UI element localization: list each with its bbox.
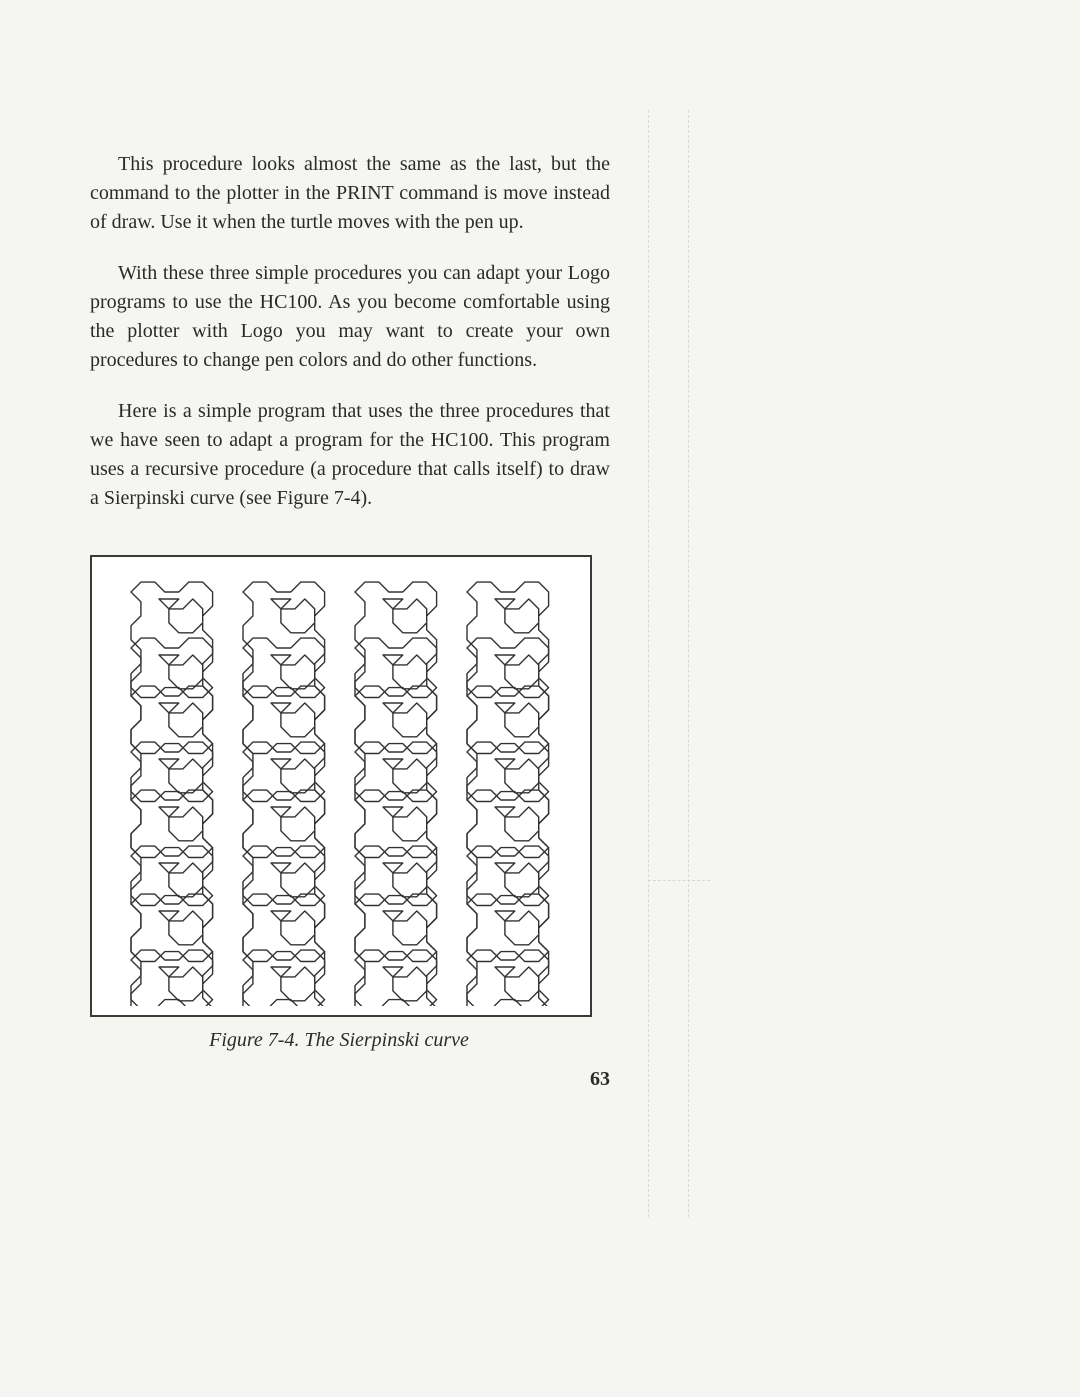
body-paragraph: With these three simple procedures you c… (90, 259, 610, 375)
sierpinski-curve (101, 566, 581, 1006)
figure-frame (90, 555, 592, 1017)
page-number: 63 (0, 1068, 610, 1091)
text-column: This procedure looks almost the same as … (90, 150, 610, 1052)
figure-caption: Figure 7-4. The Sierpinski curve (90, 1029, 588, 1052)
body-paragraph: This procedure looks almost the same as … (90, 150, 610, 237)
body-paragraph: Here is a simple program that uses the t… (90, 397, 610, 513)
scan-gutter-line (688, 110, 689, 1217)
scan-gutter-hline (648, 880, 710, 881)
scan-gutter-line (648, 110, 649, 1217)
document-page: This procedure looks almost the same as … (0, 0, 1080, 1397)
